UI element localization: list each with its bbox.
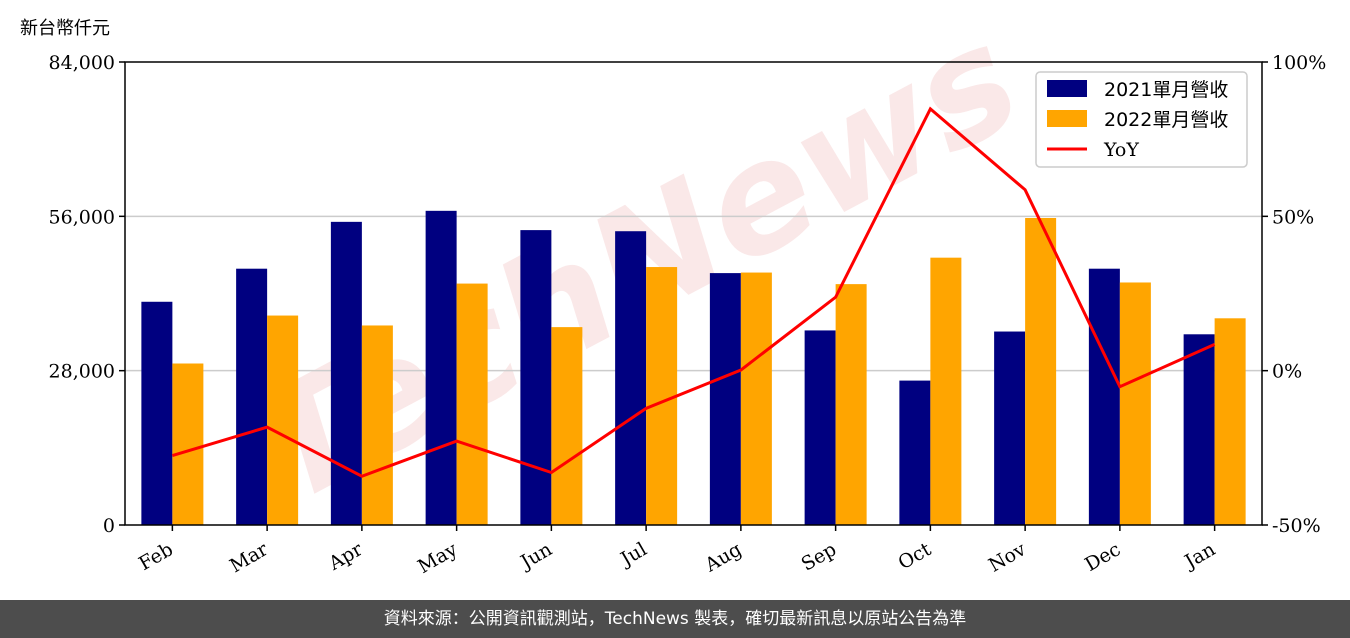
x-axis-tick-label: Sep	[798, 538, 841, 575]
bar-2022-may	[456, 283, 488, 525]
x-axis-tick-label: Jun	[515, 538, 556, 574]
right-axis-tick-label: 0%	[1272, 361, 1302, 383]
left-axis-tick-label: 84,000	[49, 52, 115, 74]
bar-2022-mar	[267, 315, 299, 525]
bar-2022-sep	[835, 284, 867, 525]
bar-2021-nov	[994, 331, 1026, 525]
bar-2021-may	[425, 210, 457, 526]
revenue-chart: TechNews028,00056,00084,000-50%0%50%100%…	[49, 0, 1327, 578]
bar-2022-apr	[361, 325, 393, 525]
x-axis-tick-label: Feb	[135, 538, 177, 575]
x-axis-tick-label: May	[414, 538, 461, 578]
bar-2021-mar	[236, 268, 268, 525]
bar-2022-jun	[551, 327, 583, 525]
source-footer: 資料來源：公開資訊觀測站，TechNews 製表，確切最新訊息以原站公告為準	[0, 600, 1350, 638]
y-axis-unit-label: 新台幣仟元	[20, 18, 110, 39]
legend-label-yoy: YoY	[1103, 139, 1139, 161]
bar-2022-jul	[646, 267, 678, 525]
bar-2021-jul	[615, 231, 647, 526]
legend-label-2021: 2021單月營收	[1104, 79, 1228, 101]
bar-2022-oct	[930, 257, 962, 525]
x-axis-tick-label: Jul	[615, 538, 650, 571]
bar-2021-oct	[899, 380, 931, 525]
x-axis-tick-label: Aug	[700, 538, 745, 577]
x-axis-tick-label: Dec	[1081, 538, 1124, 576]
bar-2021-dec	[1088, 268, 1120, 525]
legend-swatch-2021	[1047, 80, 1087, 97]
right-axis-tick-label: 50%	[1272, 206, 1314, 228]
bar-2021-apr	[330, 221, 362, 525]
right-axis-tick-label: 100%	[1272, 52, 1326, 74]
plot-frame	[124, 61, 1263, 526]
x-axis-tick-label: Nov	[985, 538, 1030, 577]
yoy-line	[171, 106, 1216, 478]
bar-2022-aug	[740, 272, 772, 525]
bar-2021-jan	[1183, 334, 1215, 525]
x-axis-tick-label: Apr	[324, 538, 367, 575]
x-axis-tick-label: Mar	[226, 538, 272, 577]
bar-2021-sep	[804, 330, 836, 525]
bar-2022-nov	[1025, 217, 1057, 525]
bar-2021-jun	[520, 230, 552, 525]
legend-swatch-2022	[1047, 110, 1087, 127]
right-axis-tick-label: -50%	[1272, 515, 1321, 537]
bar-2022-dec	[1119, 282, 1151, 525]
legend-label-2022: 2022單月營收	[1104, 109, 1228, 131]
x-axis-tick-label: Oct	[895, 538, 936, 574]
bar-2021-aug	[709, 273, 741, 525]
x-axis-tick-label: Jan	[1179, 538, 1219, 574]
left-axis-tick-label: 28,000	[49, 361, 115, 383]
legend-box	[1035, 71, 1248, 168]
bar-2022-jan	[1214, 318, 1246, 525]
bar-2022-feb	[172, 363, 204, 525]
left-axis-tick-label: 0	[103, 515, 115, 537]
left-axis-tick-label: 56,000	[49, 206, 115, 228]
bar-2021-feb	[141, 301, 173, 525]
